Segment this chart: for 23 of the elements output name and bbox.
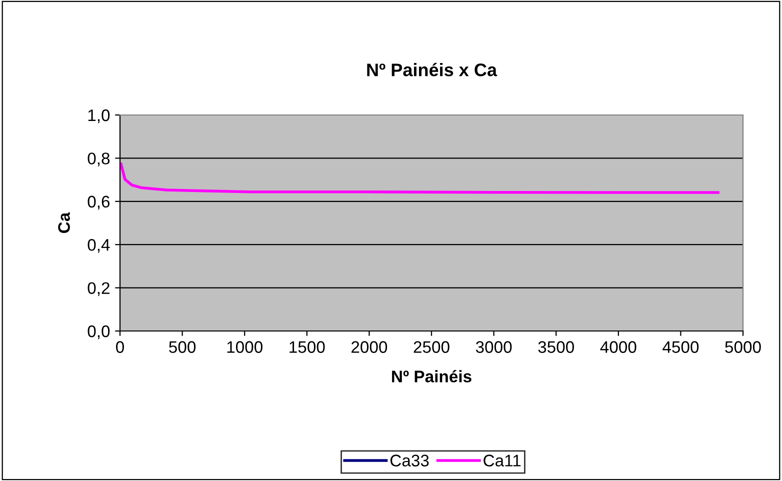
x-tick-label: 2500 — [414, 341, 450, 353]
x-tick-label: 500 — [169, 341, 196, 353]
legend-label: Ca11 — [484, 454, 521, 466]
x-tick-label: 5000 — [725, 341, 761, 353]
x-tick-label: 1000 — [227, 341, 262, 353]
y-tick-label: 0,2 — [88, 282, 110, 296]
legend-label: Ca33 — [390, 454, 429, 466]
x-tick-label: 1500 — [290, 341, 325, 353]
x-tick-label: 4000 — [600, 341, 636, 353]
x-tick-label: 0 — [116, 341, 124, 353]
y-tick-label: 0,4 — [88, 239, 110, 253]
y-axis-title: Ca — [58, 212, 70, 233]
line-series — [120, 162, 720, 194]
x-axis-title: Nº Painéis — [392, 370, 472, 382]
chart-title: Nº Painéis x Ca — [367, 62, 498, 76]
x-tick-label: 3000 — [476, 341, 512, 353]
y-tick-label: 0,6 — [88, 196, 110, 210]
y-tick-label: 0,0 — [88, 325, 110, 340]
x-tick-label: 4500 — [662, 341, 699, 353]
x-tick-label: 2000 — [352, 341, 388, 353]
y-tick-label: 1,0 — [88, 109, 110, 124]
y-tick-label: 0,8 — [88, 152, 110, 166]
x-tick-label: 3500 — [538, 341, 574, 353]
